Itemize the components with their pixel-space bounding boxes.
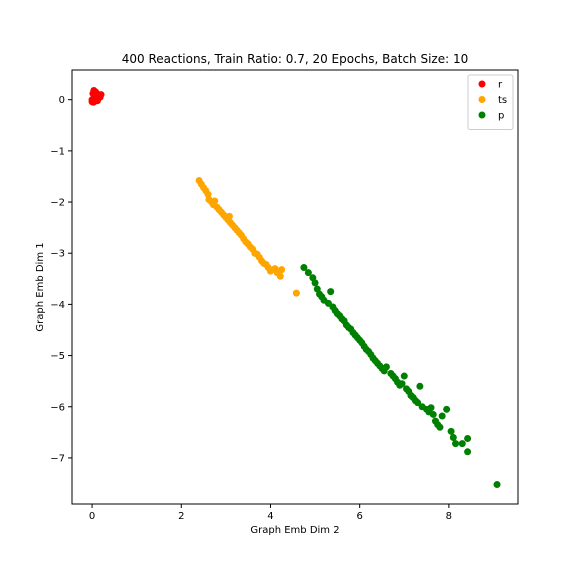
y-tick-label-0: 0 [59, 95, 65, 106]
point-p-63 [464, 434, 472, 442]
x-axis-ticks: 0 2 4 6 8 [89, 504, 452, 522]
y-axis-ticks: 0 −1 −2 −3 −4 −5 −6 −7 [50, 95, 72, 464]
y-tick-label-2: −2 [50, 198, 65, 209]
point-p-57 [438, 412, 446, 420]
point-ts-39 [292, 289, 300, 297]
points-layer [88, 86, 501, 489]
y-tick-label-4: −4 [50, 300, 65, 311]
point-p-59 [447, 427, 455, 435]
point-r-14 [91, 95, 99, 103]
point-p-47 [414, 399, 422, 407]
chart-title: 400 Reactions, Train Ratio: 0.7, 20 Epoc… [122, 52, 468, 66]
point-p-62 [458, 440, 466, 448]
x-tick-label-0: 0 [89, 511, 95, 522]
point-p-3 [311, 279, 319, 287]
point-ts-8 [211, 197, 219, 205]
legend-marker-ts [478, 96, 486, 103]
legend-marker-r [478, 80, 486, 88]
point-p-9 [327, 288, 335, 296]
point-ts-38 [276, 272, 284, 280]
point-p-1 [304, 269, 312, 277]
point-p-41 [400, 372, 408, 380]
y-tick-label-7: −7 [50, 453, 65, 464]
x-tick-label-3: 6 [356, 511, 362, 522]
y-tick-label-6: −6 [50, 402, 65, 413]
legend: r ts p [467, 74, 514, 130]
point-p-56 [436, 423, 444, 431]
legend-marker-p [478, 111, 486, 119]
legend-label-ts: ts [498, 95, 507, 106]
y-tick-label-5: −5 [50, 351, 65, 362]
point-r-15 [97, 91, 105, 99]
y-axis-label: Graph Emb Dim 1 [35, 242, 46, 331]
point-p-61 [452, 440, 460, 448]
x-axis-label: Graph Emb Dim 2 [250, 525, 339, 536]
plot-frame [71, 69, 519, 505]
x-tick-label-2: 4 [267, 511, 273, 522]
point-p-58 [443, 405, 451, 413]
legend-label-p: p [498, 111, 504, 122]
point-ts-15 [225, 212, 233, 220]
y-tick-label-1: −1 [50, 146, 65, 157]
x-tick-label-4: 8 [446, 511, 452, 522]
y-tick-label-3: −3 [50, 249, 65, 260]
point-p-40 [398, 380, 406, 388]
point-p-48 [416, 382, 424, 390]
point-p-60 [449, 433, 457, 441]
point-p-0 [300, 264, 308, 272]
point-p-53 [429, 410, 437, 418]
legend-label-r: r [498, 80, 503, 91]
point-p-34 [382, 363, 390, 371]
point-p-64 [464, 448, 472, 456]
point-p-65 [493, 481, 501, 489]
x-tick-label-1: 2 [178, 511, 184, 522]
